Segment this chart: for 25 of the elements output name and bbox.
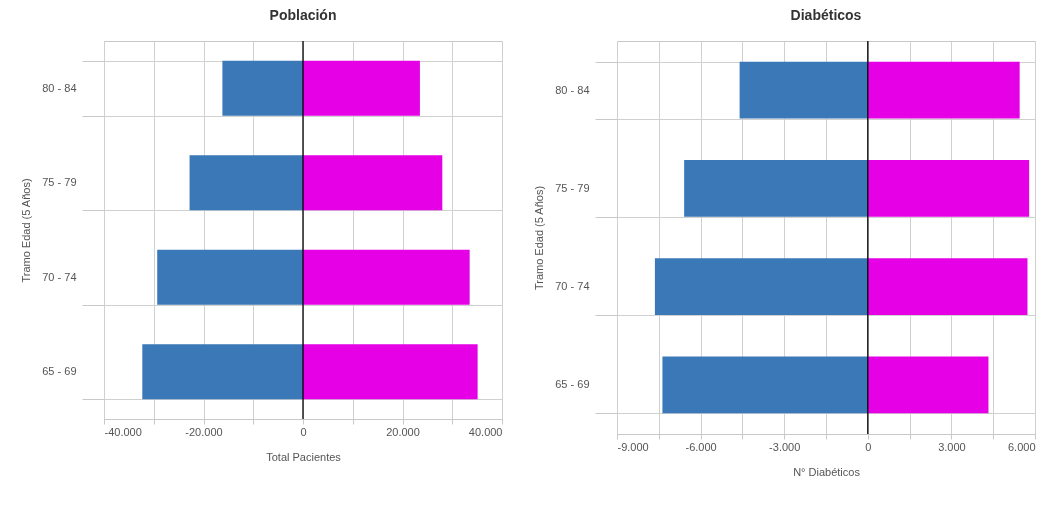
y-axis-title: Tramo Edad (5 Años) xyxy=(20,178,33,283)
chart-title: Diabéticos xyxy=(790,7,862,23)
y-tick-label: 65 - 69 xyxy=(42,365,77,378)
x-tick-label: 3.000 xyxy=(938,440,966,453)
x-tick-label: -9.000 xyxy=(617,440,649,453)
y-tick-label: 80 - 84 xyxy=(42,81,77,94)
x-tick-label: 40.000 xyxy=(468,425,503,438)
y-tick-label: 75 - 79 xyxy=(42,176,77,189)
x-axis-title: N° Diabéticos xyxy=(793,465,861,478)
chart-title: Población xyxy=(269,7,337,23)
x-tick-label: -20.000 xyxy=(185,425,223,438)
x-tick-label: -6.000 xyxy=(685,440,717,453)
x-tick-label: 6.000 xyxy=(1007,440,1036,453)
y-tick-label: 65 - 69 xyxy=(555,378,590,391)
x-tick-label: 0 xyxy=(300,425,307,438)
x-axis-title: Total Pacientes xyxy=(266,450,342,463)
y-tick-label: 80 - 84 xyxy=(555,83,590,96)
y-axis-title: Tramo Edad (5 Años) xyxy=(533,185,546,291)
x-tick-label: -3.000 xyxy=(769,440,801,453)
x-tick-label: -40.000 xyxy=(104,425,142,438)
x-tick-label: 20.000 xyxy=(386,425,420,438)
y-tick-label: 70 - 74 xyxy=(555,280,590,293)
y-tick-label: 70 - 74 xyxy=(42,270,77,283)
x-tick-label: 0 xyxy=(865,440,872,453)
y-tick-label: 75 - 79 xyxy=(555,181,590,194)
